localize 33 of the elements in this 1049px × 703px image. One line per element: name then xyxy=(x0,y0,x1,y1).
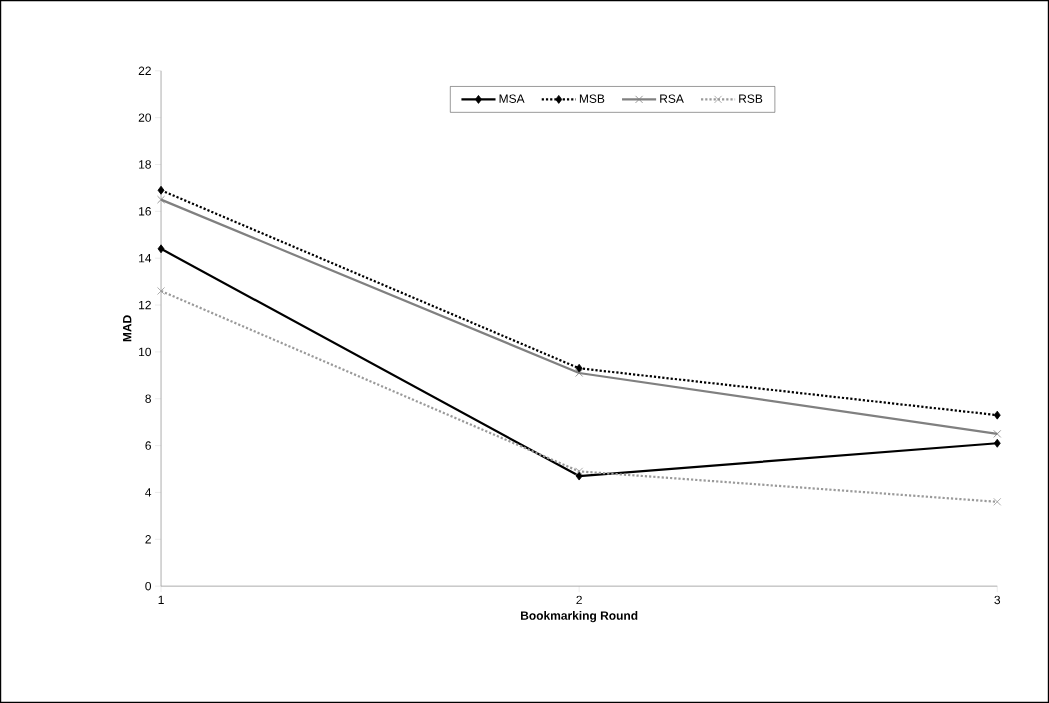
legend-label: RSA xyxy=(660,94,684,103)
point xyxy=(993,429,1002,438)
point xyxy=(575,471,583,481)
point xyxy=(575,467,584,476)
y-tick-label: 20 xyxy=(138,113,152,122)
point xyxy=(157,185,165,195)
point xyxy=(993,497,1002,506)
point xyxy=(157,287,165,295)
point xyxy=(575,363,583,373)
y-tick-label: 10 xyxy=(139,347,152,357)
x-tick-label: 2 xyxy=(576,595,582,605)
legend-label: MSB xyxy=(579,94,605,103)
point xyxy=(575,369,584,377)
y-tick-label: 18 xyxy=(139,160,151,169)
y-tick-label: 16 xyxy=(139,207,151,216)
point xyxy=(993,438,1001,448)
x-tick-label: 3 xyxy=(994,595,1001,605)
y-tick-label: 0 xyxy=(145,581,152,591)
x-axis-title: Bookmarking Round xyxy=(521,611,638,623)
y-tick-label: 14 xyxy=(139,254,152,263)
point xyxy=(157,195,165,204)
point xyxy=(157,244,165,254)
y-tick-label: 2 xyxy=(145,535,151,544)
y-tick-label: 4 xyxy=(145,488,152,497)
y-tick-label: 22 xyxy=(138,66,151,75)
legend-label: MSA xyxy=(499,94,525,103)
y-tick-label: 8 xyxy=(145,394,151,403)
y-axis-title: MAD xyxy=(123,315,132,342)
x-tick-label: 1 xyxy=(158,595,164,604)
legend-label: RSB xyxy=(739,94,763,103)
y-tick-label: 12 xyxy=(139,300,151,310)
y-tick-label: 6 xyxy=(145,441,151,450)
point xyxy=(993,410,1001,420)
